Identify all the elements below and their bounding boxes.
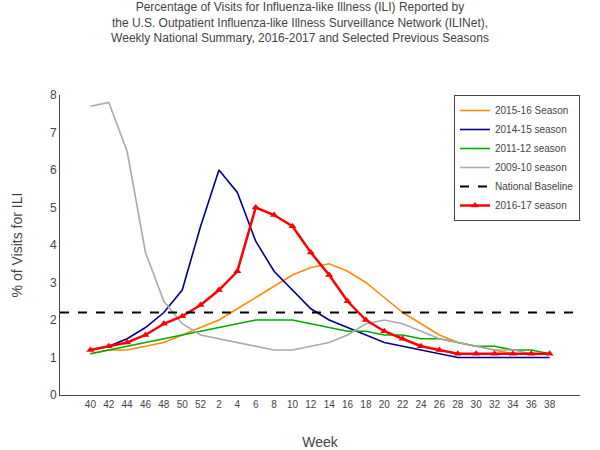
svg-text:30: 30 <box>471 399 483 410</box>
svg-text:Percentage of Visits for Influ: Percentage of Visits for Influenza-like … <box>111 0 489 45</box>
svg-text:5: 5 <box>50 201 57 215</box>
svg-text:52: 52 <box>195 399 207 410</box>
svg-text:4: 4 <box>50 238 57 252</box>
svg-text:42: 42 <box>103 399 115 410</box>
svg-text:2: 2 <box>50 313 57 327</box>
svg-text:3: 3 <box>50 276 57 290</box>
svg-text:36: 36 <box>526 399 538 410</box>
svg-text:50: 50 <box>177 399 189 410</box>
svg-text:32: 32 <box>489 399 501 410</box>
svg-text:24: 24 <box>415 399 427 410</box>
svg-text:16: 16 <box>342 399 354 410</box>
svg-text:22: 22 <box>397 399 409 410</box>
svg-text:2016-17 season: 2016-17 season <box>495 200 567 211</box>
svg-text:14: 14 <box>324 399 336 410</box>
svg-text:26: 26 <box>434 399 446 410</box>
svg-text:18: 18 <box>360 399 372 410</box>
svg-text:8: 8 <box>271 399 277 410</box>
svg-text:6: 6 <box>50 163 57 177</box>
svg-text:12: 12 <box>305 399 317 410</box>
svg-text:Week: Week <box>302 434 339 450</box>
svg-text:2011-12 season: 2011-12 season <box>495 143 566 154</box>
svg-text:2: 2 <box>216 399 222 410</box>
svg-text:2014-15 season: 2014-15 season <box>495 124 567 135</box>
svg-text:38: 38 <box>544 399 556 410</box>
svg-text:44: 44 <box>122 399 134 410</box>
svg-text:4: 4 <box>235 399 241 410</box>
svg-text:0: 0 <box>50 388 57 402</box>
svg-text:46: 46 <box>140 399 152 410</box>
svg-text:8: 8 <box>50 88 57 102</box>
svg-text:6: 6 <box>253 399 259 410</box>
svg-text:2009-10 season: 2009-10 season <box>495 162 567 173</box>
svg-text:34: 34 <box>507 399 519 410</box>
svg-text:National Baseline: National Baseline <box>495 181 573 192</box>
svg-text:7: 7 <box>50 126 57 140</box>
svg-text:48: 48 <box>158 399 170 410</box>
svg-text:2015-16 Season: 2015-16 Season <box>495 105 568 116</box>
svg-text:20: 20 <box>379 399 391 410</box>
svg-text:1: 1 <box>50 351 57 365</box>
svg-text:28: 28 <box>452 399 464 410</box>
svg-text:% of Visits for ILI: % of Visits for ILI <box>9 193 25 298</box>
svg-text:40: 40 <box>85 399 97 410</box>
svg-text:10: 10 <box>287 399 299 410</box>
